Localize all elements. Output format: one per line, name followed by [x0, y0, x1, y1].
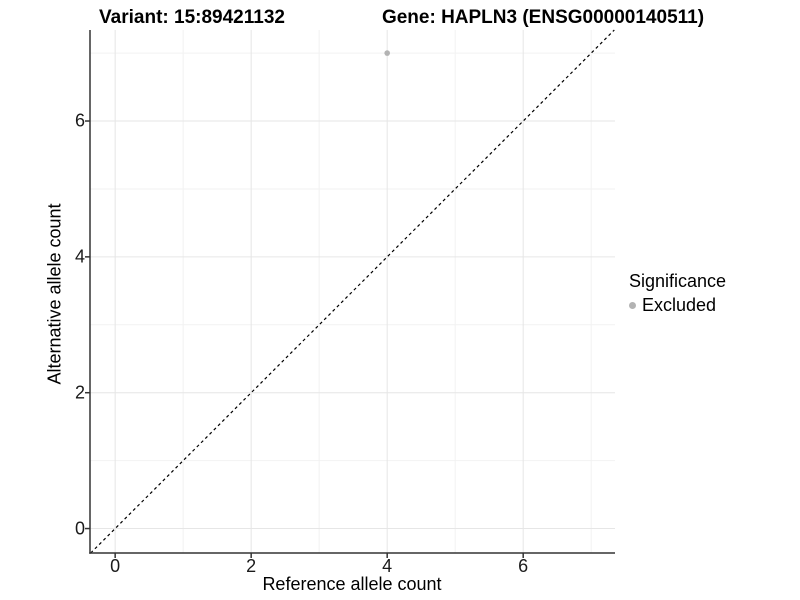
legend-key-dot-icon — [629, 302, 636, 309]
legend: Significance Excluded — [629, 271, 726, 316]
y-tick-label: 0 — [74, 518, 85, 539]
legend-item-label: Excluded — [642, 295, 717, 315]
legend-title: Significance — [629, 271, 727, 291]
y-tick-label: 6 — [74, 110, 85, 131]
y-tick-label: 4 — [74, 246, 85, 267]
x-tick-label: 2 — [246, 556, 257, 576]
identity-reference-line — [90, 29, 615, 554]
y-tick-label: 2 — [74, 382, 85, 403]
legend-item-excluded: Excluded — [629, 295, 726, 316]
x-tick-label: 6 — [518, 556, 529, 576]
y-axis-title: Alternative allele count — [44, 203, 65, 385]
x-axis-title: Reference allele count — [262, 574, 442, 594]
plot-title-variant: Variant: 15:89421132 — [99, 7, 285, 28]
data-point — [384, 50, 390, 56]
plot-title-gene: Gene: HAPLN3 (ENSG00000140511) — [381, 7, 705, 28]
x-tick-label: 0 — [110, 556, 121, 576]
x-tick-label: 4 — [382, 556, 393, 576]
